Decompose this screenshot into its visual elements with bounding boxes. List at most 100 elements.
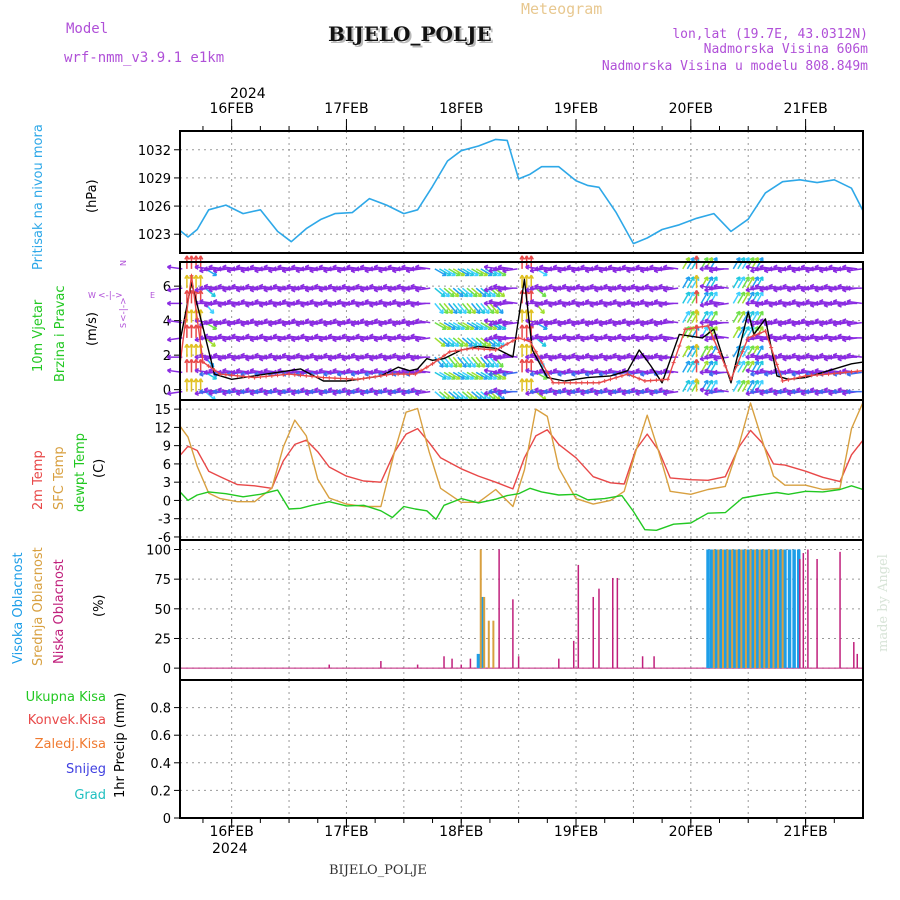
wind-arrowhead [364, 335, 369, 341]
wind-arrowhead [575, 333, 581, 339]
wind-arrowhead [538, 318, 544, 324]
wind-arrowhead [405, 267, 411, 274]
wind-arrowhead [529, 267, 535, 274]
wind-arrowhead [630, 387, 636, 393]
wind-arrowhead [359, 390, 365, 396]
wind-arrowhead [199, 371, 204, 377]
cloud-high-bar [751, 549, 755, 669]
wind-arrowhead [786, 264, 792, 270]
wind-arrowhead [387, 390, 392, 396]
wind-arrowhead [519, 343, 525, 348]
wind-arrowhead [818, 388, 824, 395]
wind-arrowhead [791, 285, 796, 291]
wind-arrow [686, 380, 695, 393]
wind-arrowhead [313, 283, 319, 290]
wind-arrowhead [814, 354, 819, 360]
cloud-high-bar [746, 549, 750, 669]
wind-arrowhead [336, 335, 341, 341]
wind-arrowhead [295, 388, 300, 395]
wind-gust-marker [510, 338, 515, 343]
wind-arrowhead [828, 264, 833, 270]
wind-arrowhead [786, 287, 792, 293]
wind-arrowhead [630, 283, 636, 290]
wind-arrowhead [708, 256, 714, 262]
wind-arrowhead [410, 356, 415, 362]
wind-arrowhead [763, 352, 769, 359]
wind-arrowhead [800, 354, 805, 360]
wind-arrowhead [197, 255, 204, 260]
wind-arrowhead [286, 319, 291, 326]
wind-arrowhead [382, 387, 388, 393]
wind-arrowhead [584, 335, 589, 341]
wind-arrowhead [502, 335, 507, 341]
wind-gust-marker [499, 344, 504, 349]
wind-arrowhead [309, 352, 314, 359]
wind-arrow [475, 268, 488, 277]
wind-arrowhead [277, 336, 282, 343]
wind-arrowhead [364, 285, 369, 291]
wind-arrowhead [712, 379, 718, 385]
wind-arrowhead [323, 285, 328, 291]
wind-arrowhead [805, 285, 810, 291]
wind-arrowhead [768, 319, 773, 326]
wind-gust-marker [424, 365, 429, 370]
wind-arrowhead [782, 266, 787, 272]
wind-arrowhead [782, 387, 787, 393]
cloud-low-bar [807, 549, 809, 669]
wind-gust-marker [700, 324, 705, 329]
wind-arrowhead [841, 287, 847, 293]
wind-arrowhead [355, 283, 360, 290]
wind-arrow [452, 302, 463, 314]
wind-arrowhead [364, 388, 369, 395]
wind-arrowhead [773, 300, 778, 307]
wind-arrowhead [346, 368, 351, 374]
wind-arrowhead [373, 336, 379, 343]
y-tick-label: 75 [154, 573, 171, 588]
wind-arrowhead [194, 368, 199, 374]
wind-arrowhead [649, 390, 654, 396]
wind-gust-marker [321, 375, 326, 380]
wind-arrowhead [188, 343, 195, 348]
wind-arrow [434, 356, 444, 368]
wind-arrowhead [245, 333, 250, 339]
wind-gust-marker [694, 325, 699, 330]
wind-arrowhead [534, 333, 539, 339]
wind-arrowhead [488, 267, 493, 274]
wind-arrowhead [580, 336, 585, 343]
wind-arrowhead [749, 360, 755, 366]
wind-arrow [457, 287, 469, 298]
wind-arrowhead [626, 267, 631, 274]
wind-arrowhead [203, 319, 208, 326]
wind-arrowhead [249, 368, 255, 374]
wind-arrowhead [295, 321, 300, 327]
wind-gust-marker [344, 376, 349, 381]
wind-arrow [686, 291, 695, 304]
wind-arrowhead [607, 300, 612, 307]
wind-arrowhead [327, 302, 333, 308]
wind-arrowhead [452, 309, 458, 315]
wind-arrowhead [708, 267, 714, 274]
wind-arrowhead [768, 387, 773, 393]
wind-arrowhead [818, 321, 824, 327]
wind-arrowhead [708, 379, 714, 385]
wind-arrowhead [828, 318, 833, 324]
wind-arrowhead [658, 319, 663, 326]
wind-arrowhead [396, 319, 401, 326]
wind-arrowhead [318, 287, 323, 293]
wind-arrowhead [244, 319, 250, 326]
wind-arrowhead [828, 287, 833, 293]
wind-arrow [741, 276, 750, 289]
wind-arrowhead [254, 335, 259, 341]
wind-arrowhead [267, 321, 273, 327]
wind-arrowhead [768, 283, 773, 290]
wind-arrowhead [693, 255, 700, 260]
wind-arrowhead [768, 356, 773, 362]
wind-arrowhead [194, 336, 199, 343]
wind-arrow [443, 302, 453, 314]
wind-arrowhead [401, 390, 406, 396]
wind-gust-marker [235, 373, 240, 378]
wind-arrowhead [575, 319, 580, 326]
wind-arrow [457, 356, 467, 368]
wind-arrowhead [226, 388, 231, 395]
wind-arrowhead [387, 287, 392, 293]
